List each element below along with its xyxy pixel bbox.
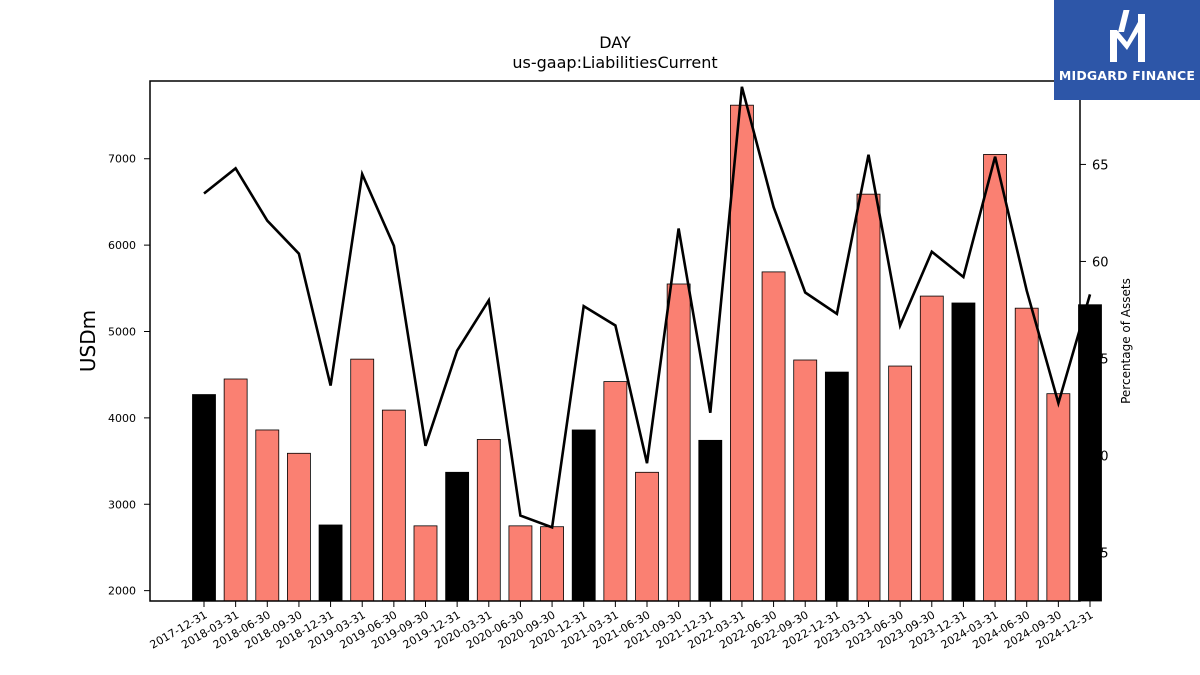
y-tick-label: 3000: [108, 498, 136, 511]
bar: [698, 439, 723, 602]
company-logo: MIDGARD FINANCE: [1054, 0, 1200, 100]
bar: [951, 302, 976, 602]
bar: [571, 429, 596, 602]
bar: [287, 452, 311, 602]
bar: [603, 381, 628, 602]
bar: [761, 271, 786, 602]
bar: [508, 525, 533, 602]
y2-tick-label: 50: [1092, 449, 1109, 464]
bar: [318, 524, 343, 602]
y2-tick-label: 45: [1092, 546, 1109, 561]
bar: [1046, 393, 1071, 602]
y-tick-label: 4000: [108, 412, 136, 425]
y2-tick-label: 55: [1092, 352, 1109, 367]
bar: [824, 371, 849, 602]
y-tick-label: 7000: [108, 153, 136, 166]
bar: [983, 154, 1007, 602]
bar: [666, 283, 691, 602]
bar: [919, 295, 944, 602]
midgard-finance-logo-icon: [1110, 10, 1145, 62]
bar: [888, 365, 913, 602]
percentage-line: [203, 86, 1092, 530]
y-tick-label: 6000: [108, 239, 136, 252]
y-tick-label: 2000: [108, 585, 136, 598]
bar: [540, 526, 564, 602]
y-axis-label: USDm: [76, 310, 100, 372]
bar: [1014, 307, 1039, 602]
bar: [255, 429, 280, 602]
chart-subtitle: us-gaap:LiabilitiesCurrent: [512, 53, 718, 72]
chart-title: DAY: [599, 33, 631, 52]
bar: [350, 358, 375, 602]
logo-text: MIDGARD FINANCE: [1058, 68, 1196, 83]
bar: [413, 525, 438, 602]
bar: [381, 409, 406, 602]
y-tick-label: 5000: [108, 325, 136, 338]
bar: [635, 471, 659, 602]
bar: [445, 471, 470, 602]
y2-axis-label: Percentage of Assets: [1119, 278, 1133, 404]
bar: [856, 193, 881, 602]
y2-tick-label: 60: [1092, 255, 1109, 270]
bar: [192, 394, 216, 602]
bar: [223, 378, 248, 602]
bar: [476, 439, 501, 602]
y2-tick-label: 65: [1092, 158, 1109, 173]
bar: [793, 359, 818, 602]
